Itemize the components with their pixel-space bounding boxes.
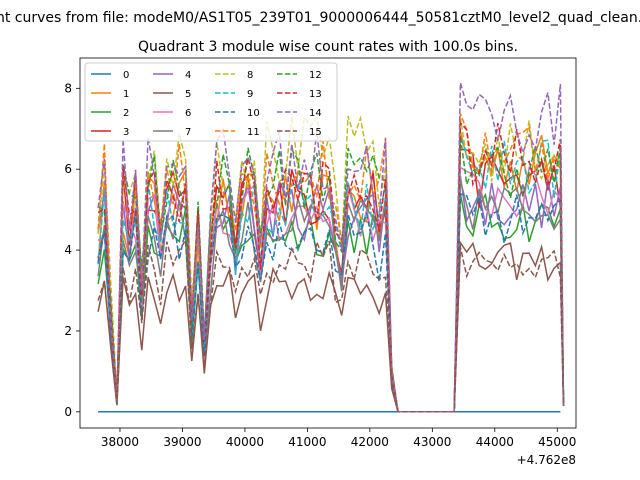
- series-line-12: [97, 135, 565, 413]
- legend-label-5: 5: [185, 89, 191, 100]
- series-line-14: [97, 82, 565, 413]
- legend-box: [84, 62, 338, 142]
- legend-label-13: 13: [309, 89, 322, 100]
- x-tick-label: 39000: [163, 435, 201, 449]
- x-tick-label: 45000: [538, 435, 576, 449]
- x-tick-label: 40000: [226, 435, 264, 449]
- y-tick-label: 0: [64, 405, 72, 419]
- x-tick-label: 42000: [351, 435, 389, 449]
- legend-label-4: 4: [185, 70, 191, 81]
- figure-suptitle: Light curves from file: modeM0/AS1T05_23…: [0, 10, 640, 26]
- axis-ticks: 38000 39000 40000 41000 42000 43000 44000 45000…: [64, 81, 576, 449]
- y-tick-label: 8: [64, 81, 72, 95]
- series-line-8: [97, 115, 565, 413]
- legend-label-7: 7: [185, 127, 191, 138]
- series-line-10: [97, 192, 565, 413]
- x-tick-label: 44000: [476, 435, 514, 449]
- legend-label-3: 3: [123, 127, 129, 138]
- legend-label-8: 8: [247, 70, 253, 81]
- legend-label-10: 10: [247, 108, 260, 119]
- series-line-6: [97, 165, 565, 413]
- x-tick-label: 41000: [288, 435, 326, 449]
- series-line-15: [97, 238, 565, 413]
- series-line-11: [97, 113, 565, 413]
- legend-label-11: 11: [247, 127, 260, 138]
- legend-label-15: 15: [309, 127, 322, 138]
- x-tick-label: 38000: [101, 435, 139, 449]
- chart-title: Quadrant 3 module wise count rates with …: [138, 39, 518, 55]
- series-line-5: [97, 240, 565, 413]
- legend-label-0: 0: [123, 70, 129, 81]
- legend-label-2: 2: [123, 108, 129, 119]
- legend-label-12: 12: [309, 70, 322, 81]
- legend-label-6: 6: [185, 108, 191, 119]
- plot-frame: [79, 57, 577, 429]
- legend-label-14: 14: [309, 108, 322, 119]
- y-tick-label: 4: [64, 243, 72, 257]
- legend-label-9: 9: [247, 89, 253, 100]
- x-offset-text: +4.762e8: [517, 453, 576, 467]
- x-tick-label: 43000: [413, 435, 451, 449]
- legend-label-1: 1: [123, 89, 129, 100]
- series-layer: [97, 82, 565, 413]
- series-line-13: [97, 120, 565, 413]
- series-line-7: [97, 180, 565, 413]
- y-tick-label: 6: [64, 162, 72, 176]
- y-tick-label: 2: [64, 324, 72, 338]
